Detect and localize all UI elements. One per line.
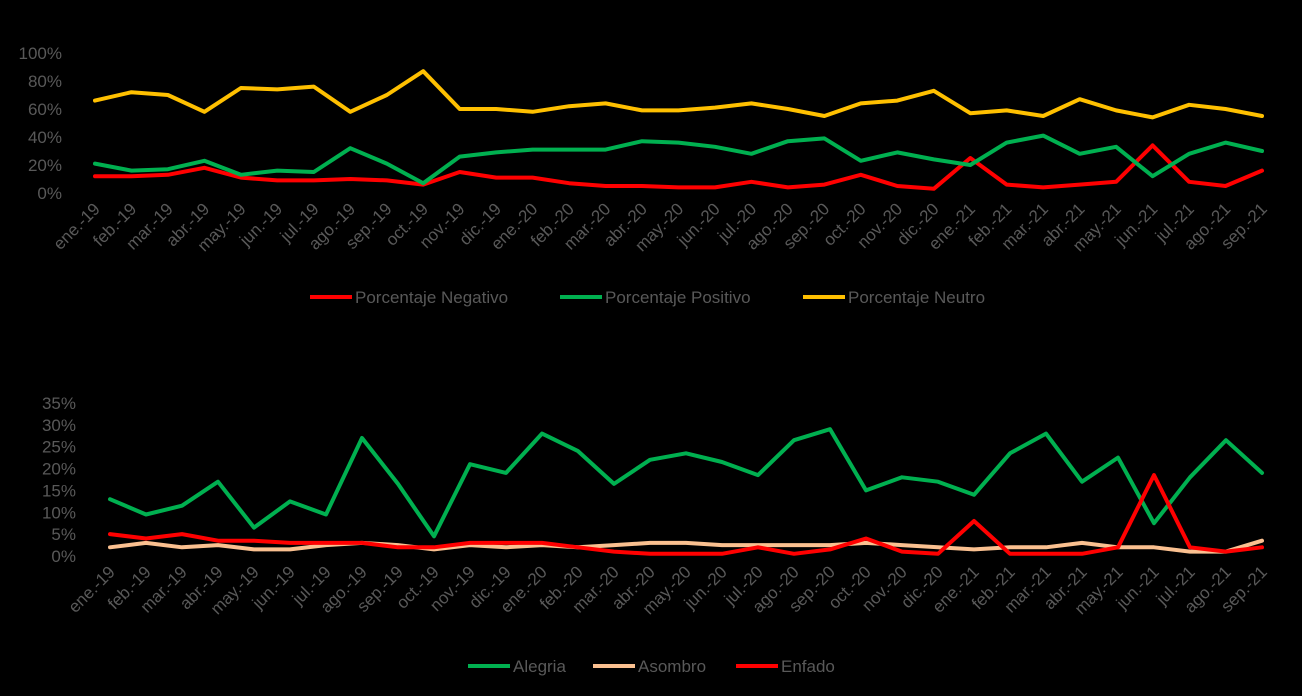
y-tick-label: 80% xyxy=(28,72,62,91)
y-tick-label: 60% xyxy=(28,100,62,119)
series-line-porcentaje-negativo xyxy=(93,143,1264,191)
y-tick-label: 10% xyxy=(42,503,76,522)
y-tick-label: 15% xyxy=(42,481,76,500)
y-tick-label: 20% xyxy=(42,460,76,479)
y-tick-label: 40% xyxy=(28,128,62,147)
series-line-porcentaje-positivo xyxy=(93,133,1264,186)
series-line-enfado xyxy=(108,473,1264,556)
y-tick-label: 20% xyxy=(28,156,62,175)
y-tick-label: 35% xyxy=(42,394,76,413)
series-line-porcentaje-neutro xyxy=(93,69,1264,120)
series-line-alegria xyxy=(108,427,1264,539)
y-tick-label: 25% xyxy=(42,438,76,457)
legend-label-porcentaje-negativo: Porcentaje Negativo xyxy=(355,288,508,307)
series-line-asombro xyxy=(108,538,1264,554)
y-tick-label: 0% xyxy=(51,547,76,566)
y-tick-label: 100% xyxy=(19,44,62,63)
y-tick-label: 5% xyxy=(51,525,76,544)
y-tick-label: 0% xyxy=(37,184,62,203)
legend-label-asombro: Asombro xyxy=(638,657,706,676)
y-tick-label: 30% xyxy=(42,416,76,435)
legend-label-porcentaje-positivo: Porcentaje Positivo xyxy=(605,288,751,307)
legend-label-enfado: Enfado xyxy=(781,657,835,676)
legend-label-porcentaje-neutro: Porcentaje Neutro xyxy=(848,288,985,307)
legend-label-alegria: Alegria xyxy=(513,657,566,676)
